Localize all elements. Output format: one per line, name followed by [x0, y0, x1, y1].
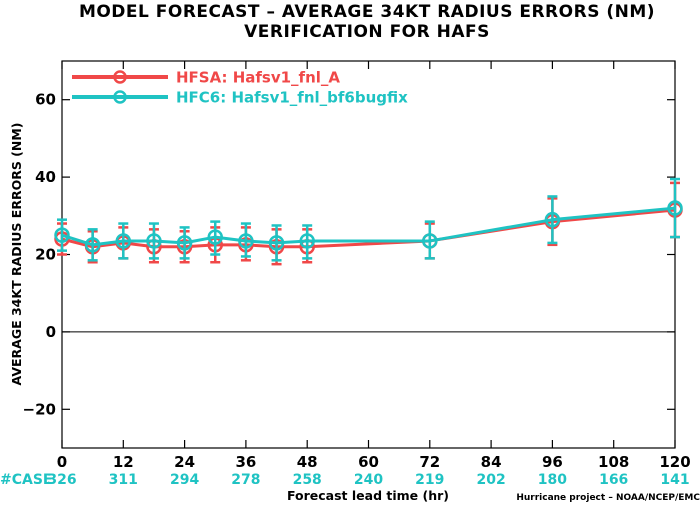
- x-tick-label: 120: [659, 453, 690, 471]
- data-point: [667, 200, 683, 216]
- y-tick-label: −20: [23, 400, 56, 418]
- legend: HFSA: Hafsv1_fnl_A HFC6: Hafsv1_fnl_bf6bu…: [72, 69, 408, 107]
- x-tick-label: 108: [598, 453, 629, 471]
- chart-subtitle: VERIFICATION FOR HAFS: [244, 22, 490, 42]
- series-2: [54, 177, 683, 262]
- series-line: [61, 206, 676, 247]
- chart-title: MODEL FORECAST – AVERAGE 34KT RADIUS ERR…: [79, 2, 655, 22]
- case-count: 219: [415, 472, 444, 488]
- case-count: 240: [354, 472, 383, 488]
- case-count: 202: [476, 472, 505, 488]
- x-tick-label: 48: [297, 453, 318, 471]
- y-tick-label: 60: [35, 91, 56, 109]
- x-tick-label: 96: [542, 453, 563, 471]
- x-tick-label: 12: [113, 453, 134, 471]
- case-count: 326: [47, 472, 76, 488]
- case-count: 141: [660, 472, 689, 488]
- data-point: [115, 233, 132, 249]
- data-point: [146, 233, 162, 249]
- data-point: [268, 235, 285, 251]
- case-count-row: #CASE 326 311 294 278 258 240 219 202 180 166 141: [0, 472, 690, 488]
- x-tick-label: 24: [174, 453, 195, 471]
- case-count: 294: [170, 472, 199, 488]
- data-point: [54, 227, 70, 243]
- case-count: 258: [293, 472, 322, 488]
- y-axis-label: AVERAGE 34KT RADIUS ERRORS (NM): [9, 122, 24, 385]
- x-axis: 0 12 24 36 48 60 72 84 96 108 120: [57, 61, 691, 471]
- data-point: [544, 211, 561, 228]
- legend-label: HFSA: Hafsv1_fnl_A: [176, 69, 340, 87]
- legend-label: HFC6: Hafsv1_fnl_bf6bugfix: [176, 89, 408, 107]
- series-layer: [54, 177, 683, 266]
- case-label: #CASE: [0, 472, 53, 488]
- data-point: [84, 237, 101, 253]
- credit-text: Hurricane project – NOAA/NCEP/EMC: [516, 493, 700, 503]
- data-point: [176, 235, 193, 251]
- legend-marker: [113, 90, 127, 104]
- data-point: [238, 233, 254, 249]
- case-count: 166: [599, 472, 628, 488]
- x-tick-label: 60: [358, 453, 379, 471]
- x-axis-label: Forecast lead time (hr): [287, 488, 449, 503]
- x-tick-label: 84: [481, 453, 502, 471]
- x-tick-label: 0: [57, 453, 67, 471]
- y-tick-label: 40: [35, 168, 56, 186]
- case-count: 180: [538, 472, 567, 488]
- y-tick-label: 0: [46, 323, 56, 341]
- case-count: 311: [109, 472, 138, 488]
- y-tick-label: 20: [35, 246, 56, 264]
- y-axis: −20 0 20 40 60: [23, 91, 675, 418]
- data-point: [207, 229, 223, 245]
- case-count: 278: [231, 472, 260, 488]
- data-point: [299, 233, 315, 249]
- legend-marker: [113, 70, 127, 84]
- data-point: [422, 233, 438, 249]
- x-tick-label: 36: [235, 453, 256, 471]
- x-tick-label: 72: [419, 453, 440, 471]
